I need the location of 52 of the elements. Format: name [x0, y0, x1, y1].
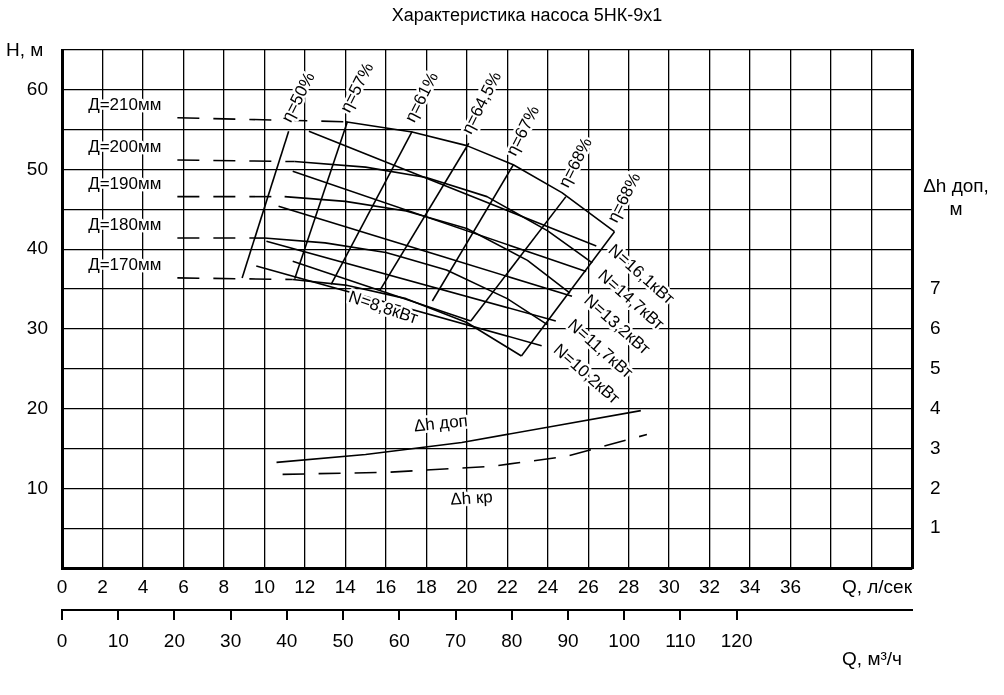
- x-tick-label: 20: [456, 575, 478, 597]
- x2-tick-label: 60: [388, 629, 410, 651]
- x2-tick-label: 70: [444, 629, 467, 651]
- x2-axis-title: Q, м³/ч: [842, 648, 902, 670]
- x2-tick-label: 10: [107, 629, 129, 651]
- x2-tick-label: 20: [163, 629, 185, 651]
- x2-tick-label: 0: [56, 629, 68, 651]
- x2-tick-label: 90: [557, 629, 579, 651]
- x-tick-label: 12: [294, 575, 316, 597]
- x-tick-label: 18: [415, 575, 437, 597]
- y-tick-label: 60: [26, 78, 48, 100]
- y2-tick-label: 1: [930, 516, 941, 538]
- y2-tick-label: 4: [930, 396, 941, 418]
- x-tick-label: 14: [334, 575, 357, 597]
- x-tick-label: 6: [178, 575, 189, 597]
- chart-title: Характеристика насоса 5НК-9х1: [391, 4, 663, 25]
- x2-tick-label: 80: [501, 629, 523, 651]
- x-tick-label: 4: [137, 575, 149, 597]
- text: Δh доп: [412, 411, 469, 436]
- y2-tick-label: 5: [930, 357, 941, 378]
- y-tick-label: 30: [26, 317, 48, 339]
- x-tick-label: 32: [699, 575, 721, 597]
- series-label: Δh кр: [449, 487, 494, 509]
- x-tick-label: 10: [253, 575, 275, 597]
- y-tick-label: 10: [26, 476, 48, 498]
- x2-tick-label: 120: [720, 629, 753, 651]
- x-tick-label: 16: [375, 575, 397, 597]
- y-tick-label: 40: [26, 237, 48, 259]
- x-tick-label: 30: [658, 575, 680, 597]
- y2-tick-label: 7: [930, 277, 941, 299]
- x-tick-label: 24: [537, 575, 559, 597]
- x2-tick-label: 100: [608, 629, 641, 651]
- x-tick-label: 8: [218, 575, 230, 597]
- x-tick-label: 36: [780, 575, 802, 597]
- x-tick-label: 22: [496, 575, 518, 597]
- x-tick-label: 28: [618, 575, 640, 597]
- y2-tick-label: 6: [930, 317, 941, 339]
- y-tick-label: 50: [26, 157, 48, 179]
- x2-tick-label: 110: [665, 629, 696, 651]
- x-tick-label: 26: [577, 575, 599, 597]
- y2-tick-label: 2: [930, 476, 941, 498]
- y-tick-label: 20: [26, 396, 48, 418]
- x-tick-label: 34: [739, 575, 762, 597]
- y-axis-title: H, м: [6, 38, 44, 60]
- y2-axis-title: Δh доп, м: [923, 174, 989, 219]
- x-tick-label: 2: [97, 575, 108, 597]
- x2-tick-label: 50: [332, 629, 354, 651]
- x2-tick-label: 30: [220, 629, 242, 651]
- x-tick-label: 0: [56, 575, 68, 597]
- y2-tick-label: 3: [930, 436, 941, 458]
- x2-tick-label: 40: [276, 629, 298, 651]
- x-axis-title: Q, л/сек: [841, 576, 913, 598]
